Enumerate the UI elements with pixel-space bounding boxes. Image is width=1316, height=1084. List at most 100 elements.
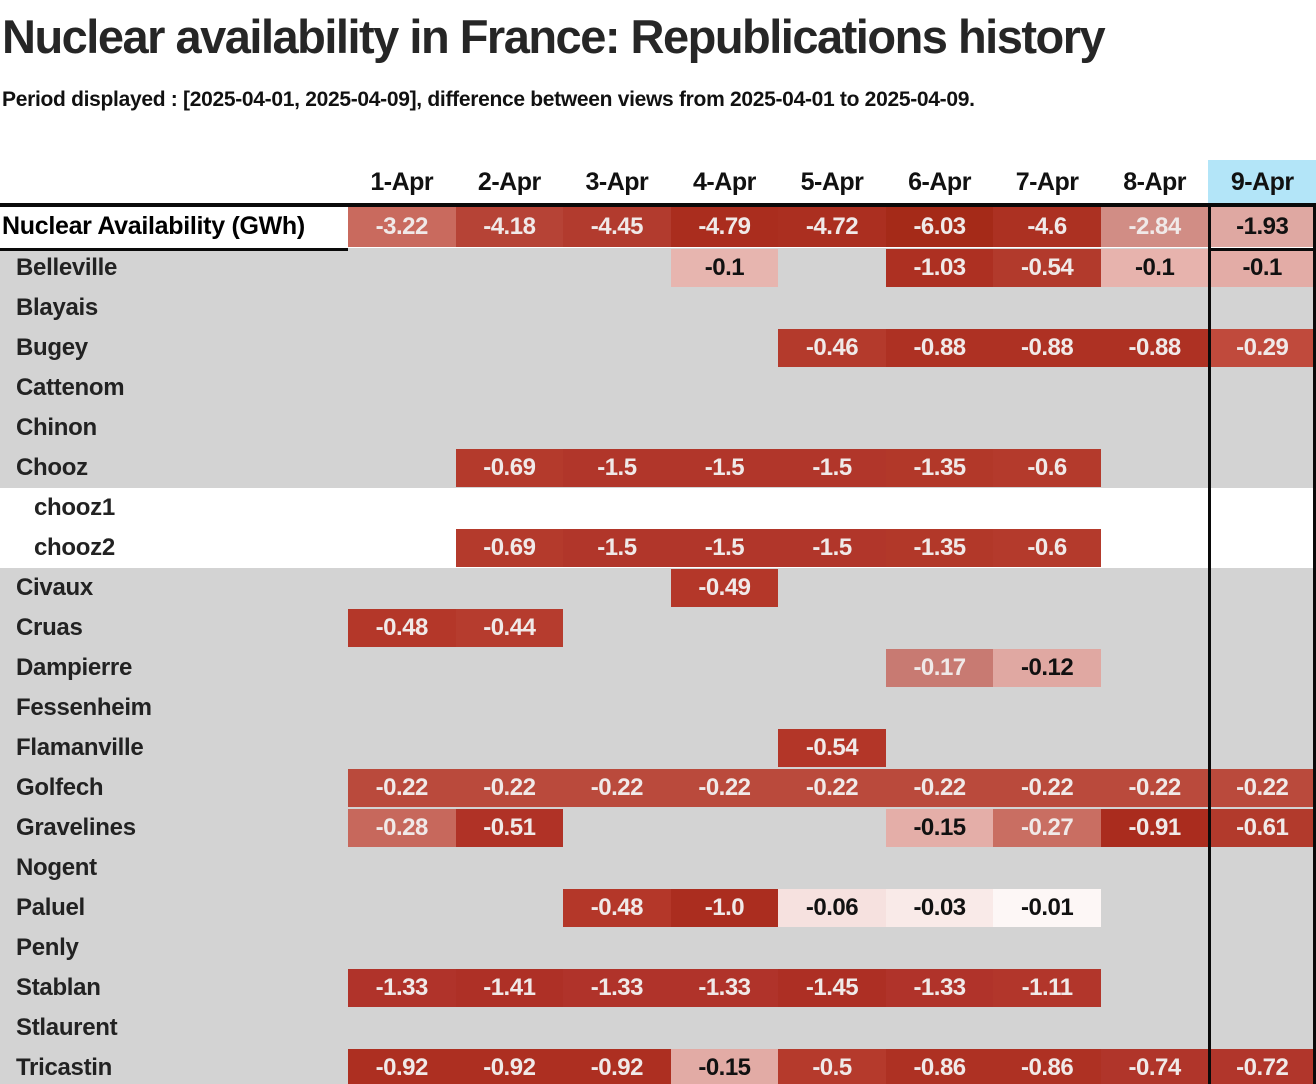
- heatmap-cell: -0.22: [348, 768, 456, 808]
- table-row: Bugey -0.46 -0.88 -0.88 -0.88 -0.29: [0, 328, 1316, 368]
- heatmap-cell-empty: [671, 848, 779, 888]
- heatmap-cell: -0.22: [993, 768, 1101, 808]
- heatmap-cell-empty: [886, 688, 994, 728]
- heatmap-cell-empty: [456, 888, 564, 928]
- row-label: Dampierre: [16, 654, 133, 681]
- column-header-selected[interactable]: 9-Apr: [1208, 160, 1316, 205]
- availability-heatmap-table: 1-Apr 2-Apr 3-Apr 4-Apr 5-Apr 6-Apr 7-Apr 8-Apr…: [0, 160, 1316, 1084]
- heatmap-cell-empty: [671, 488, 779, 528]
- column-header[interactable]: 2-Apr: [477, 168, 541, 196]
- heatmap-cell-empty: [993, 368, 1101, 408]
- table-row: Cruas -0.48 -0.44: [0, 608, 1316, 648]
- page-title: Nuclear availability in France: Republic…: [2, 10, 1106, 63]
- row-label: Tricastin: [16, 1054, 113, 1081]
- heatmap-cell-empty: [1208, 288, 1316, 328]
- heatmap-cell-empty: [1101, 888, 1209, 928]
- heatmap-cell-empty: [671, 288, 779, 328]
- heatmap-cell: -0.92: [348, 1048, 456, 1084]
- heatmap-cell-empty: [456, 568, 564, 608]
- row-label: Stlaurent: [16, 1014, 118, 1041]
- heatmap-cell-empty: [563, 688, 671, 728]
- heatmap-cell-empty: [456, 288, 564, 328]
- row-label: Flamanville: [16, 734, 144, 761]
- row-label: Chooz: [16, 454, 88, 481]
- heatmap-cell-empty: [456, 648, 564, 688]
- heatmap-cell-empty: [778, 408, 886, 448]
- heatmap-cell-empty: [1101, 928, 1209, 968]
- heatmap-cell: -1.33: [348, 968, 456, 1008]
- row-label: Chinon: [16, 414, 97, 441]
- heatmap-cell-empty: [1208, 688, 1316, 728]
- column-header-spacer: [0, 160, 348, 205]
- heatmap-cell-empty: [778, 808, 886, 848]
- row-label: Paluel: [16, 894, 85, 921]
- table-row: Penly: [0, 928, 1316, 968]
- heatmap-cell-empty: [671, 608, 779, 648]
- heatmap-cell-empty: [1208, 528, 1316, 568]
- heatmap-cell-empty: [1101, 968, 1209, 1008]
- heatmap-cell-empty: [886, 1008, 994, 1048]
- heatmap-cell-empty: [778, 848, 886, 888]
- heatmap-cell: -0.03: [885, 888, 994, 928]
- row-label: Bugey: [16, 334, 88, 361]
- heatmap-cell: -0.17: [885, 648, 994, 688]
- column-header[interactable]: 8-Apr: [1123, 168, 1187, 196]
- heatmap-cell-empty: [886, 728, 994, 768]
- heatmap-cell-empty: [563, 608, 671, 648]
- heatmap-cell-empty: [671, 688, 779, 728]
- heatmap-cell: -0.22: [778, 768, 886, 808]
- heatmap-cell: -0.54: [993, 248, 1101, 288]
- heatmap-cell-empty: [1101, 408, 1209, 448]
- heatmap-cell: -0.1: [1100, 248, 1209, 288]
- heatmap-cell-empty: [348, 448, 456, 488]
- heatmap-cell-empty: [671, 328, 779, 368]
- heatmap-cell-empty: [456, 728, 564, 768]
- column-header[interactable]: 3-Apr: [585, 168, 649, 196]
- heatmap-cell-empty: [1208, 488, 1316, 528]
- heatmap-cell-empty: [778, 928, 886, 968]
- heatmap-cell-empty: [563, 368, 671, 408]
- column-header[interactable]: 1-Apr: [370, 168, 434, 196]
- column-header[interactable]: 4-Apr: [693, 168, 756, 196]
- heatmap-cell-empty: [348, 928, 456, 968]
- heatmap-cell: -1.5: [670, 528, 779, 568]
- highlight-column-left-border: [1208, 205, 1211, 1084]
- column-header[interactable]: 5-Apr: [800, 168, 864, 196]
- row-label: Golfech: [16, 774, 104, 801]
- heatmap-cell: -1.03: [885, 248, 994, 288]
- heatmap-cell: -0.48: [563, 888, 671, 928]
- heatmap-cell: -0.1: [670, 248, 779, 288]
- heatmap-cell: -1.33: [563, 968, 671, 1008]
- heatmap-cell-empty: [563, 288, 671, 328]
- row-label: Nuclear Availability (GWh): [2, 212, 305, 240]
- heatmap-cell-empty: [563, 488, 671, 528]
- heatmap-cell: -0.72: [1208, 1048, 1316, 1084]
- heatmap-cell: -1.41: [455, 968, 564, 1008]
- heatmap-cell-empty: [1208, 728, 1316, 768]
- heatmap-cell-empty: [456, 848, 564, 888]
- table-row: chooz1: [0, 488, 1316, 528]
- heatmap-cell-empty: [348, 728, 456, 768]
- heatmap-cell-empty: [348, 408, 456, 448]
- table-row: Golfech -0.22 -0.22 -0.22 -0.22 -0.22 -0.22 -0.…: [0, 768, 1316, 808]
- table-row: Paluel -0.48 -1.0 -0.06 -0.03 -0.01: [0, 888, 1316, 928]
- heatmap-cell-empty: [993, 288, 1101, 328]
- heatmap-cell-empty: [993, 688, 1101, 728]
- column-header[interactable]: 6-Apr: [908, 168, 971, 196]
- heatmap-cell: -0.74: [1100, 1048, 1209, 1084]
- heatmap-cell-empty: [1101, 568, 1209, 608]
- heatmap-cell: -0.28: [348, 808, 456, 848]
- heatmap-cell: -0.88: [885, 328, 994, 368]
- heatmap-cell-empty: [563, 248, 671, 288]
- heatmap-cell-empty: [778, 248, 886, 288]
- heatmap-cell-empty: [1208, 848, 1316, 888]
- heatmap-cell-empty: [1208, 928, 1316, 968]
- total-row-label-border: [0, 248, 348, 251]
- table-row: Civaux -0.49: [0, 568, 1316, 608]
- heatmap-cell-empty: [563, 928, 671, 968]
- heatmap-cell-empty: [886, 288, 994, 328]
- heatmap-cell: -0.22: [670, 768, 779, 808]
- column-header[interactable]: 7-Apr: [1015, 168, 1079, 196]
- heatmap-cell: -4.72: [778, 205, 886, 248]
- heatmap-cell-empty: [778, 368, 886, 408]
